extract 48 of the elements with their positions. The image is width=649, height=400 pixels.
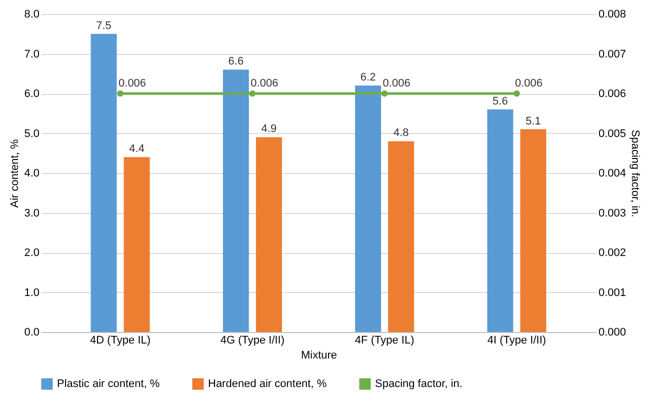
bar: [90, 34, 117, 332]
legend-label: Plastic air content, %: [57, 378, 160, 390]
y-tick-label: 3.0: [24, 207, 40, 220]
data-label: 6.6: [228, 56, 244, 68]
y2-tick-label: 0.000: [598, 326, 626, 338]
y-tick-label: 4.0: [24, 168, 40, 180]
y-tick-label: 6.0: [24, 88, 40, 100]
y2-tick-label: 0.001: [598, 286, 626, 299]
data-label: 6.2: [360, 72, 376, 84]
y-tick-label: 8.0: [24, 8, 40, 20]
x-tick-label: 4I (Type I/II): [487, 334, 546, 346]
y-tick-label: 2.0: [24, 247, 40, 259]
y2-tick-label: 0.002: [598, 247, 626, 259]
bar: [222, 70, 249, 332]
legend-label: Hardened air content, %: [208, 378, 327, 390]
bar: [355, 86, 382, 332]
y2-axis-title: Spacing factor, in.: [629, 130, 642, 218]
y-tick-label: 0.0: [24, 326, 40, 338]
x-tick-label: 4G (Type I/II): [220, 334, 285, 346]
data-label: 5.6: [492, 95, 508, 108]
data-label: 0.006: [514, 78, 542, 90]
legend-label: Spacing factor, in.: [375, 378, 462, 390]
y2-tick-label: 0.004: [598, 168, 626, 180]
data-label: 4.9: [261, 123, 277, 136]
y-tick-label: 7.0: [24, 48, 40, 60]
y2-tick-label: 0.005: [598, 128, 626, 140]
bar: [256, 137, 282, 332]
data-label: 5.1: [526, 115, 541, 128]
data-label: 7.5: [96, 20, 112, 32]
bar: [520, 129, 546, 332]
bar: [124, 157, 150, 332]
y2-tick-label: 0.007: [598, 48, 626, 60]
bar: [388, 141, 414, 332]
y-tick-label: 5.0: [24, 128, 40, 140]
y-tick-label: 1.0: [24, 286, 40, 299]
y2-tick-label: 0.008: [598, 8, 626, 20]
data-label: 4.4: [129, 143, 144, 156]
y2-tick-label: 0.006: [598, 88, 626, 100]
data-label: 0.006: [250, 78, 278, 90]
y2-tick-label: 0.003: [598, 207, 626, 220]
x-tick-label: 4F (Type IL): [354, 334, 414, 346]
data-label: 4.8: [393, 127, 409, 140]
x-tick-label: 4D (Type IL): [90, 334, 151, 346]
data-label: 0.006: [382, 78, 410, 90]
y-axis-title: Air content, %: [9, 139, 22, 208]
bar: [487, 109, 514, 332]
data-label: 0.006: [118, 78, 146, 90]
x-axis-title: Mixture: [300, 350, 338, 362]
